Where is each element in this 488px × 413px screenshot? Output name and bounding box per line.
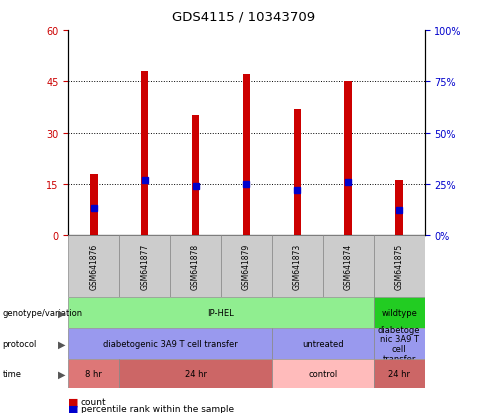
Text: GSM641873: GSM641873	[293, 243, 302, 290]
Bar	[243, 75, 250, 235]
Bar	[119, 359, 272, 388]
Bar	[345, 82, 352, 235]
Bar	[68, 328, 272, 359]
Text: GDS4115 / 10343709: GDS4115 / 10343709	[172, 10, 316, 23]
Text: 24 hr: 24 hr	[388, 369, 410, 378]
Text: time: time	[2, 369, 21, 378]
Text: IP-HEL: IP-HEL	[207, 309, 234, 317]
Bar	[141, 72, 148, 235]
Bar	[68, 359, 119, 388]
Bar	[170, 235, 221, 297]
Bar	[192, 116, 200, 235]
Bar	[68, 235, 119, 297]
Text: GSM641876: GSM641876	[89, 243, 98, 290]
Text: protocol: protocol	[2, 339, 37, 348]
Bar	[374, 328, 425, 359]
Bar	[272, 235, 323, 297]
Text: GSM641879: GSM641879	[242, 243, 251, 290]
Bar	[374, 359, 425, 388]
Text: ▶: ▶	[58, 308, 66, 318]
Text: ■: ■	[68, 396, 79, 406]
Text: ■: ■	[68, 404, 79, 413]
Bar	[272, 328, 374, 359]
Bar	[90, 174, 98, 235]
Text: genotype/variation: genotype/variation	[2, 309, 82, 317]
Bar	[374, 235, 425, 297]
Bar	[374, 297, 425, 328]
Text: untreated: untreated	[302, 339, 344, 348]
Text: GSM641877: GSM641877	[140, 243, 149, 290]
Text: diabetoge
nic 3A9 T
cell
transfer: diabetoge nic 3A9 T cell transfer	[378, 325, 420, 363]
Text: wildtype: wildtype	[381, 309, 417, 317]
Bar	[221, 235, 272, 297]
Bar	[395, 181, 403, 235]
Text: ▶: ▶	[58, 339, 66, 349]
Text: diabetogenic 3A9 T cell transfer: diabetogenic 3A9 T cell transfer	[103, 339, 238, 348]
Text: count: count	[81, 397, 106, 406]
Text: control: control	[308, 369, 337, 378]
Bar	[323, 235, 374, 297]
Text: GSM641874: GSM641874	[344, 243, 353, 290]
Bar	[293, 109, 301, 235]
Text: 8 hr: 8 hr	[85, 369, 102, 378]
Text: GSM641878: GSM641878	[191, 243, 200, 290]
Text: GSM641875: GSM641875	[395, 243, 404, 290]
Text: 24 hr: 24 hr	[184, 369, 206, 378]
Bar	[272, 359, 374, 388]
Bar	[119, 235, 170, 297]
Text: ▶: ▶	[58, 369, 66, 379]
Bar	[68, 297, 374, 328]
Text: percentile rank within the sample: percentile rank within the sample	[81, 404, 234, 413]
